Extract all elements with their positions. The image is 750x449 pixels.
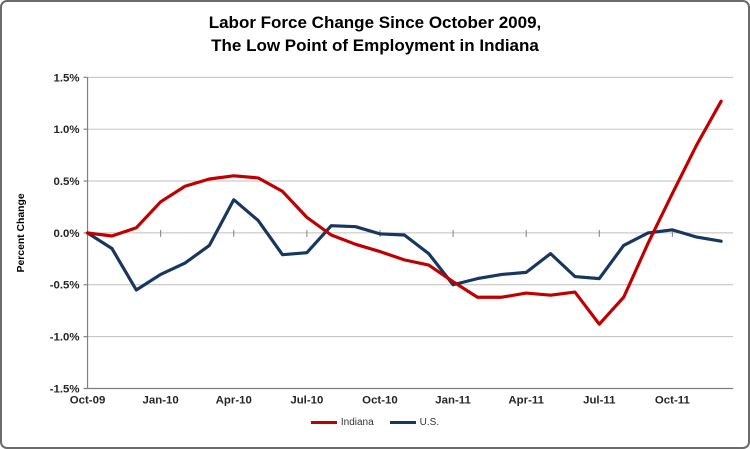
x-tick-label: Jul-10 <box>290 394 323 406</box>
chart-title: Labor Force Change Since October 2009, T… <box>2 11 748 57</box>
y-tick-label: 0.5% <box>54 176 80 188</box>
x-tick-label: Jan-11 <box>435 394 471 406</box>
legend-label-indiana: Indiana <box>340 417 374 428</box>
x-tick-label: Jan-10 <box>143 394 179 406</box>
y-tick-label: 0.0% <box>54 228 80 240</box>
chart-title-line2: The Low Point of Employment in Indiana <box>211 36 539 55</box>
legend-label-us: U.S. <box>419 417 440 428</box>
y-tick-label: -1.0% <box>50 332 80 344</box>
legend-swatch-indiana <box>310 421 337 424</box>
y-tick-label: -0.5% <box>50 280 80 292</box>
x-tick-label: Jul-11 <box>583 394 616 406</box>
legend-item-us: U.S. <box>389 417 440 428</box>
y-tick-label: 1.5% <box>54 72 80 84</box>
y-tick-label: -1.5% <box>50 384 80 396</box>
x-tick-label: Oct-10 <box>362 394 398 406</box>
x-tick-label: Apr-10 <box>216 394 252 406</box>
legend-item-indiana: Indiana <box>310 417 374 428</box>
legend-swatch-us <box>389 421 416 424</box>
y-axis-title: Percent Change <box>16 193 27 272</box>
chart-title-line1: Labor Force Change Since October 2009, <box>208 13 542 32</box>
x-tick-label: Apr-11 <box>508 394 544 406</box>
series-line-indiana <box>85 99 723 326</box>
x-tick-label: Oct-11 <box>655 394 691 406</box>
x-tick-label: Oct-09 <box>70 394 106 406</box>
y-tick-label: 1.0% <box>54 124 80 136</box>
chart-legend: Indiana U.S. <box>2 417 748 428</box>
series-line-us <box>85 198 723 292</box>
